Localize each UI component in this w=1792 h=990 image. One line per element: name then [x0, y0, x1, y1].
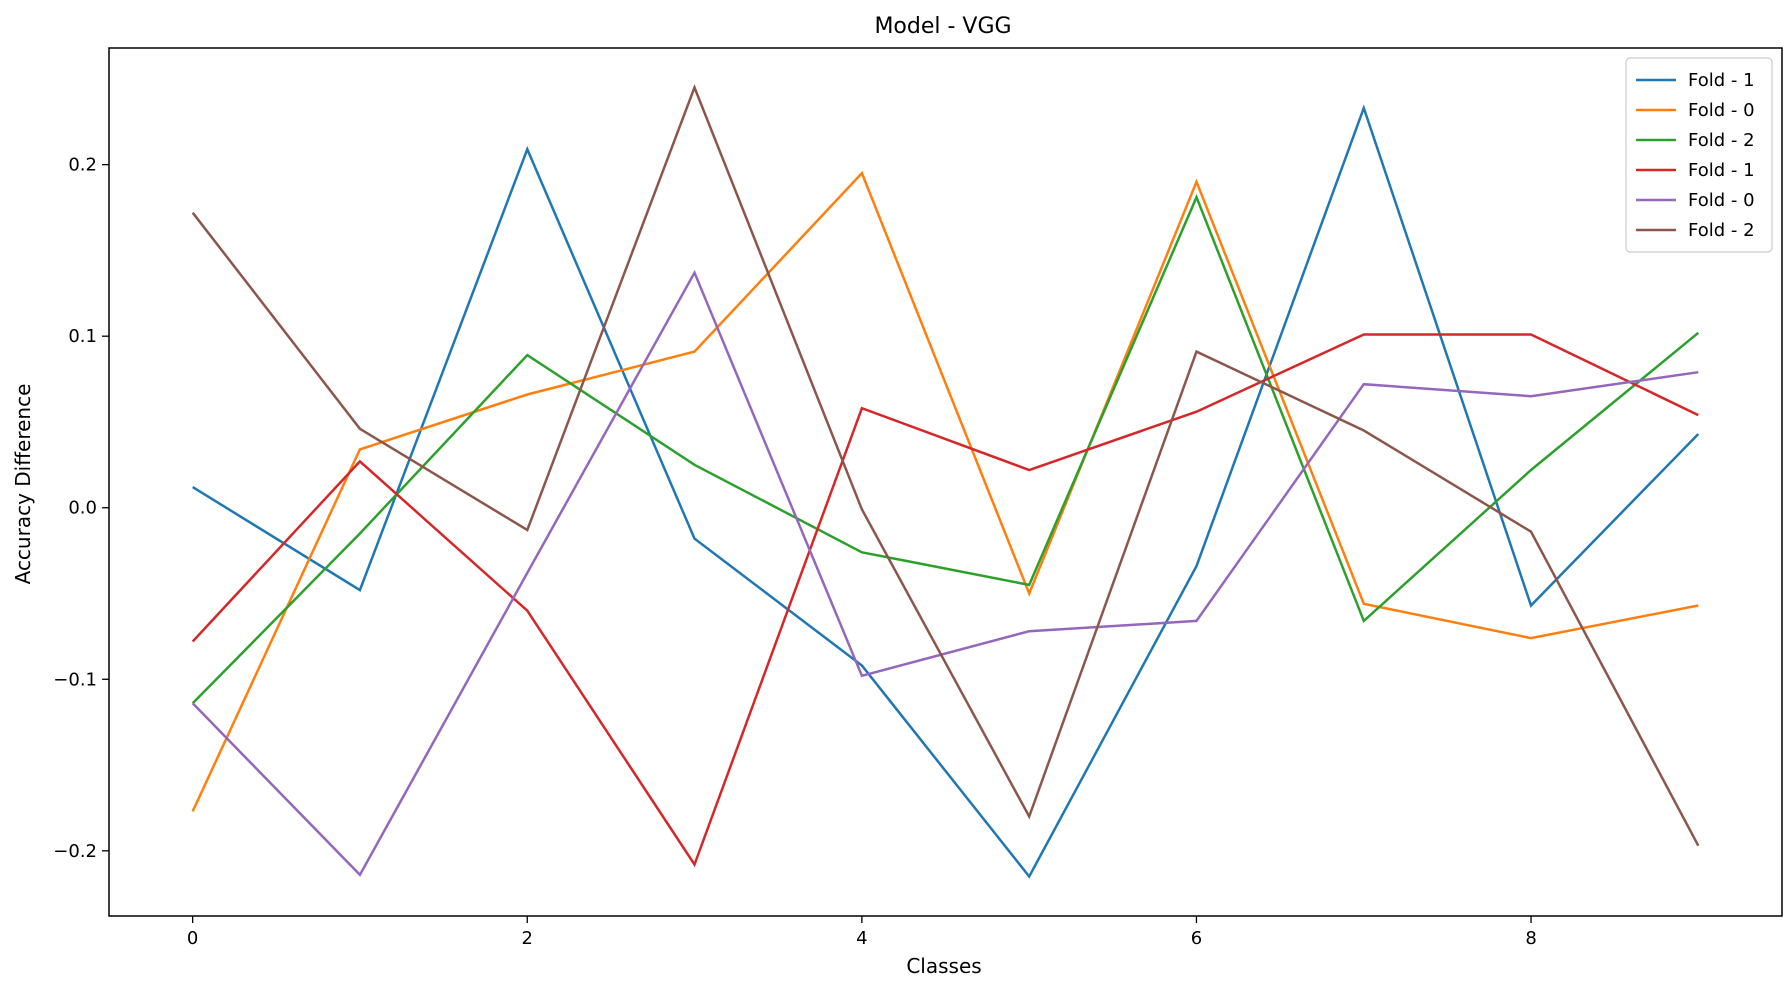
x-tick-label: 0	[187, 928, 198, 949]
plot-frame	[108, 47, 1783, 917]
legend-label: Fold - 1	[1688, 160, 1755, 181]
y-tick-label: −0.1	[53, 669, 97, 690]
legend-label: Fold - 2	[1688, 130, 1755, 151]
y-tick-label: 0.2	[68, 155, 97, 176]
y-axis-ticks: −0.2 −0.1 0.0 0.1 0.2	[53, 155, 109, 862]
series-line-5	[191, 84, 1700, 847]
y-axis-label: Accuracy Difference	[11, 384, 35, 585]
series-line-1	[191, 170, 1699, 812]
legend-label: Fold - 2	[1688, 220, 1755, 241]
y-tick-label: 0.1	[68, 326, 97, 347]
series-line-3	[191, 333, 1699, 868]
x-axis-ticks: 0 2 4 6 8	[187, 916, 1537, 949]
legend: Fold - 1 Fold - 0 Fold - 2 Fold - 1 Fold - 0…	[1625, 57, 1773, 253]
x-tick-label: 8	[1525, 928, 1536, 949]
plot-area	[191, 84, 1700, 879]
legend-box	[1625, 57, 1773, 253]
x-tick-label: 4	[856, 928, 867, 949]
x-tick-label: 6	[1191, 928, 1202, 949]
legend-label: Fold - 0	[1688, 100, 1755, 121]
y-tick-label: 0.0	[68, 498, 97, 519]
x-tick-label: 2	[522, 928, 533, 949]
series-line-2	[191, 193, 1700, 705]
series-line-0	[192, 104, 1700, 879]
legend-label: Fold - 0	[1688, 190, 1755, 211]
legend-label: Fold - 1	[1688, 70, 1755, 91]
x-axis-label: Classes	[906, 954, 981, 978]
y-tick-label: −0.2	[53, 841, 97, 862]
chart-title: Model - VGG	[874, 14, 1011, 39]
series-line-4	[191, 269, 1699, 877]
